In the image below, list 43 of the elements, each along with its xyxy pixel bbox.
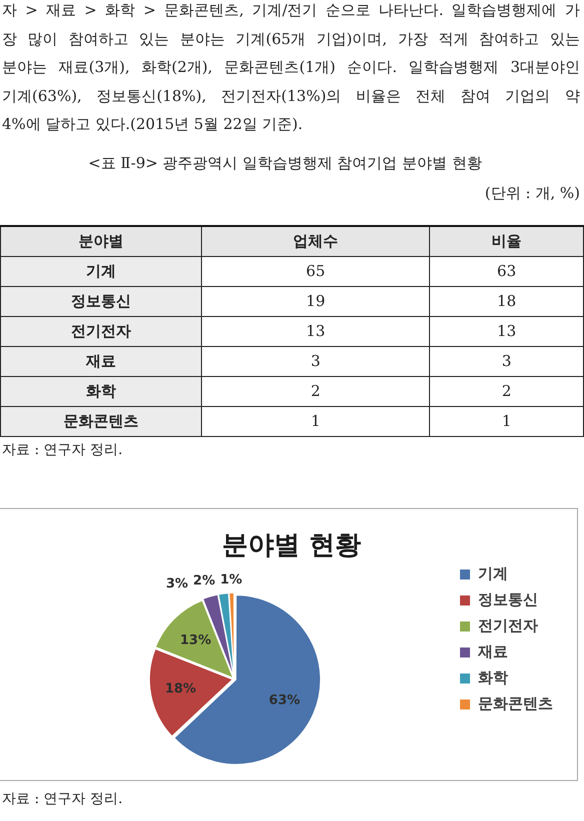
- text: 기계(63%), 정보통신(18%), 전기전자(13%)의 비율은 전체 참여 기업의 약: [2, 86, 580, 106]
- text: (단위 : 개, %): [484, 182, 580, 202]
- category-label: 문화콘텐츠: [0, 406, 202, 436]
- category-label: 기계: [0, 256, 202, 286]
- data-label: 65: [202, 256, 430, 286]
- text: 비율: [430, 226, 584, 256]
- data-label: 3%: [166, 576, 188, 592]
- data-label: 13: [202, 316, 430, 346]
- legend-label: 정보통신: [478, 590, 538, 608]
- data-label: 13: [430, 316, 584, 346]
- data-label: 18: [430, 286, 584, 316]
- data-label: 18%: [164, 682, 196, 697]
- data-label: 3: [202, 346, 430, 376]
- category-label: 정보통신: [0, 286, 202, 316]
- legend-label: 재료: [477, 642, 508, 660]
- legend-label: 문화콘텐츠: [478, 694, 553, 712]
- data-label: 13%: [180, 632, 212, 648]
- category-label: 화학: [0, 376, 202, 406]
- data-label: 63: [430, 256, 584, 286]
- data-label: 1: [202, 406, 430, 436]
- data-label: 2%: [193, 573, 216, 588]
- data-label: 19: [202, 286, 430, 316]
- text: 4%에 달하고 있다.(2015년 5월 22일 기준).: [2, 114, 304, 134]
- data-label: 3: [430, 346, 584, 376]
- text: <표 Ⅱ-9> 광주광역시 일학습병행제 참여기업 분야별 현황: [87, 152, 483, 172]
- category-label: 전기전자: [0, 316, 202, 346]
- data-label: 2: [430, 376, 584, 406]
- text: 업체수: [202, 226, 430, 256]
- data-label: 1: [430, 406, 584, 436]
- data-label: 2: [202, 376, 430, 406]
- text: 자료 : 연구자 정리.: [2, 790, 123, 808]
- legend-label: 전기전자: [478, 616, 538, 634]
- text: 분야별: [0, 226, 202, 256]
- chart-title: 분야별 현황: [222, 530, 362, 560]
- text: 분야는 재료(3개), 화학(2개), 문화콘텐츠(1개) 순이다. 일학습병행제 3대분야인: [2, 57, 580, 77]
- data-label: 1%: [220, 572, 242, 588]
- data-label: 63%: [268, 693, 300, 708]
- category-label: 재료: [0, 346, 202, 376]
- legend-label: 화학: [478, 668, 508, 686]
- text: 자료 : 연구자 정리.: [2, 441, 123, 459]
- text: 장 많이 참여하고 있는 분야는 기계(65개 기업)이며, 가장 적게 참여하고 있는: [2, 28, 580, 48]
- legend-label: 기계: [478, 564, 508, 582]
- text: 자 > 재료 > 화학 > 문화콘텐츠, 기계/전기 순으로 나타난다. 일학습병행제에 가: [2, 0, 580, 20]
